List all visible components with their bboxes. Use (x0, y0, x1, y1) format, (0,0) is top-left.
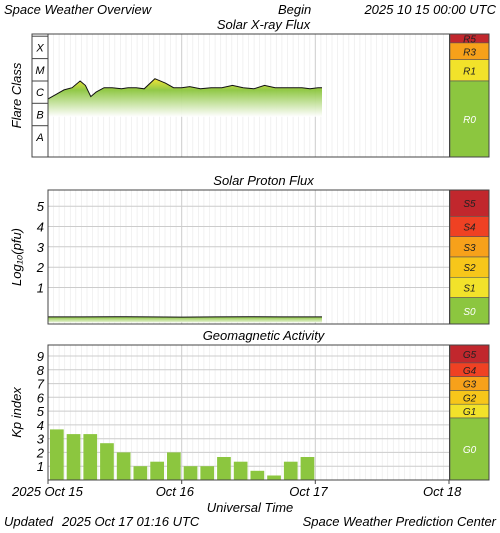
kp-tick-label: 7 (37, 377, 45, 392)
time-tick-label: Oct 17 (289, 484, 328, 499)
scale-label-s4: S4 (463, 223, 476, 234)
time-tick-label: Oct 18 (423, 484, 462, 499)
prediction-center-credit: Space Weather Prediction Center (303, 514, 497, 529)
kp-bar (233, 461, 248, 480)
scale-label-s5: S5 (463, 199, 476, 210)
panel-frame-2 (47, 189, 490, 325)
kp-bar (217, 457, 231, 480)
scale-label-g0: G0 (463, 445, 477, 456)
scale-label-s1: S1 (463, 284, 475, 295)
panel-frame-3 (47, 344, 490, 481)
panel-title-3: Geomagnetic Activity (203, 328, 326, 343)
kp-tick-label: 4 (37, 418, 44, 433)
flare-class-label-x: X (35, 42, 44, 54)
panel-ylabel-2: Log₁₀(pfu) (9, 228, 24, 286)
kp-bar (50, 429, 64, 480)
xray-flux-line (47, 78, 322, 100)
flare-class-label-m: M (35, 65, 45, 77)
kp-bar (83, 434, 98, 480)
kp-bar (66, 434, 81, 480)
kp-bar (133, 466, 148, 480)
scale-label-s3: S3 (463, 243, 476, 254)
scale-label-g5: G5 (463, 350, 477, 361)
scale-label-r0: R0 (463, 115, 476, 126)
kp-tick-label: 1 (37, 459, 44, 474)
flare-class-label-b: B (36, 110, 43, 122)
scale-label-g4: G4 (463, 366, 477, 377)
kp-bar (200, 466, 215, 480)
kp-tick-label: 5 (37, 404, 45, 419)
time-axis-label: Universal Time (207, 500, 294, 515)
kp-tick-label: 8 (37, 363, 45, 378)
scale-label-s2: S2 (463, 263, 476, 274)
scale-label-r1: R1 (463, 66, 476, 77)
flare-class-label-c: C (36, 87, 44, 99)
scale-label-s0: S0 (463, 307, 476, 318)
proton-tick-label: 2 (36, 260, 45, 275)
time-tick-label: 2025 Oct 15 (11, 484, 84, 499)
kp-bar (300, 457, 315, 480)
time-tick-label: Oct 16 (156, 484, 195, 499)
page-title: Space Weather Overview (4, 2, 153, 17)
scale-label-g2: G2 (463, 393, 477, 404)
proton-tick-label: 4 (37, 220, 44, 235)
kp-tick-label: 3 (37, 432, 45, 447)
kp-bar (150, 461, 164, 480)
begin-value: 2025 10 15 00:00 UTC (363, 2, 496, 17)
kp-bar (283, 461, 298, 480)
scale-label-g1: G1 (463, 407, 476, 418)
kp-tick-label: 9 (37, 349, 44, 364)
xray-flux-area (48, 78, 322, 117)
kp-bar (183, 466, 198, 480)
scale-label-g3: G3 (463, 380, 477, 391)
scale-level-s5 (449, 189, 490, 217)
proton-tick-label: 5 (37, 199, 45, 214)
kp-tick-label: 2 (36, 445, 45, 460)
proton-flux-area (48, 316, 322, 323)
scale-label-r3: R3 (463, 47, 476, 58)
updated-value: 2025 Oct 17 01:16 UTC (61, 514, 200, 529)
scale-label-r5: R5 (463, 35, 476, 46)
panel-title-1: Solar X-ray Flux (217, 17, 311, 32)
kp-bar (167, 452, 181, 480)
updated-label: Updated (4, 514, 54, 529)
panel-ylabel-1: Flare Class (9, 62, 24, 128)
panel-ylabel-3: Kp index (9, 387, 24, 438)
flare-class-label-a: A (35, 132, 43, 144)
kp-bar (267, 475, 281, 480)
proton-tick-label: 3 (37, 240, 45, 255)
panel-frame-1 (47, 33, 490, 158)
begin-label: Begin (278, 2, 311, 17)
proton-tick-label: 1 (37, 281, 44, 296)
data-layer (47, 78, 322, 480)
kp-tick-label: 6 (37, 390, 45, 405)
kp-bar (100, 443, 114, 480)
kp-bar (116, 452, 131, 480)
kp-bar (250, 470, 265, 480)
panel-title-2: Solar Proton Flux (213, 173, 314, 188)
